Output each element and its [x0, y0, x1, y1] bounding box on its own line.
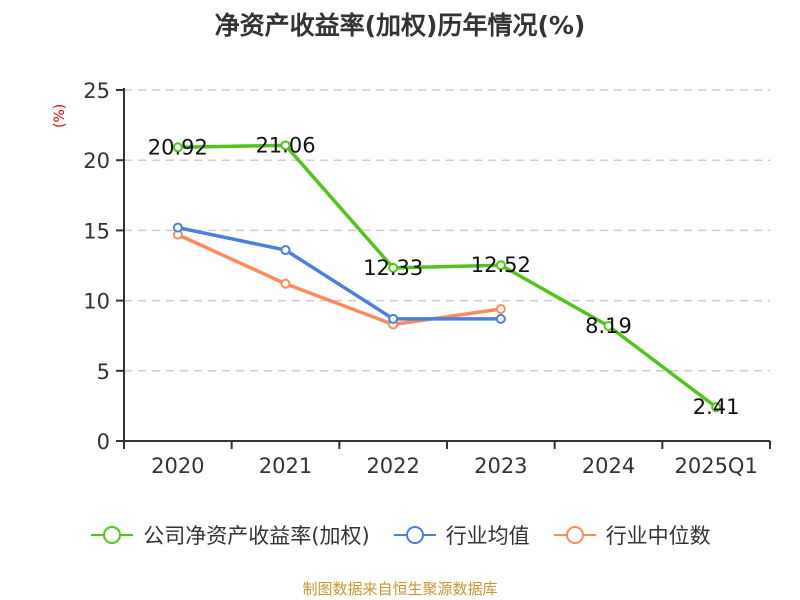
legend-label: 行业均值	[445, 524, 530, 548]
series-line	[177, 143, 718, 409]
series-lines	[172, 140, 722, 413]
data-labels: 20.92 21.06 12.33 12.52 8.19 2.41	[148, 133, 740, 419]
data-label: 8.19	[585, 314, 632, 338]
data-point	[603, 321, 614, 332]
legend-item-company[interactable]: 公司净资产收益率(加权)	[89, 520, 370, 550]
legend-label: 行业中位数	[605, 524, 711, 548]
data-point	[280, 245, 291, 256]
x-tick-label: 2024	[582, 454, 635, 478]
data-label: 20.92	[148, 135, 208, 159]
axes: 0 5 10 15 20 25 2020 2021 2022 2023 2024 2025Q1	[83, 79, 771, 478]
legend-line-icon	[553, 526, 596, 544]
series-line	[177, 233, 502, 327]
x-tick-label: 2023	[474, 454, 527, 478]
y-tick-label: 0	[97, 430, 110, 454]
data-point	[172, 222, 183, 233]
legend-item-industry-median[interactable]: 行业中位数	[552, 520, 711, 550]
y-tick-label: 25	[83, 79, 110, 103]
data-point	[280, 278, 291, 289]
grid-lines	[124, 89, 770, 372]
data-label: 12.52	[471, 253, 531, 277]
x-tick-label: 2022	[366, 454, 419, 478]
data-point	[172, 142, 183, 153]
chart-title: 净资产收益率(加权)历年情况(%)	[214, 11, 586, 40]
data-point	[388, 262, 399, 273]
data-point	[280, 140, 291, 151]
data-point	[495, 304, 506, 315]
line-chart: 0 5 10 15 20 25 2020 2021 2022 2023 2024 2025Q1 20.…	[83, 79, 771, 478]
legend-label: 公司净资产收益率(加权)	[143, 524, 370, 548]
y-tick-label: 5	[97, 360, 110, 384]
data-label: 2.41	[693, 395, 740, 419]
data-point	[495, 313, 506, 324]
y-tick-label: 15	[83, 219, 110, 243]
legend-line-icon	[393, 526, 436, 544]
legend: 公司净资产收益率(加权) 行业均值 行业中位数	[0, 520, 800, 550]
x-tick-label: 2025Q1	[674, 454, 757, 478]
data-source-note: 制图数据来自恒生聚源数据库	[302, 580, 498, 598]
data-label: 12.33	[363, 256, 423, 280]
legend-line-icon	[91, 526, 134, 544]
data-point	[495, 260, 506, 271]
data-point	[711, 402, 722, 413]
legend-item-industry-mean[interactable]: 行业均值	[392, 520, 530, 550]
y-tick-label: 20	[83, 149, 110, 173]
data-label: 21.06	[255, 133, 315, 157]
data-point	[388, 313, 399, 324]
x-tick-label: 2020	[151, 454, 204, 478]
x-tick-label: 2021	[259, 454, 312, 478]
series-line	[177, 225, 501, 321]
y-tick-label: 10	[83, 290, 110, 314]
